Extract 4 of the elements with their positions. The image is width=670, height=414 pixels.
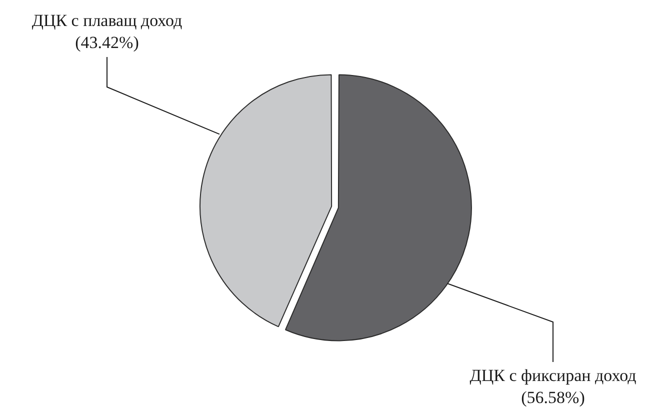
slice-label: ДЦК с плаващ доход	[32, 11, 183, 30]
slice-label: ДЦК с фиксиран доход	[470, 366, 637, 385]
data-label: (43.42%)	[75, 33, 139, 52]
data-label: (56.58%)	[521, 388, 585, 407]
